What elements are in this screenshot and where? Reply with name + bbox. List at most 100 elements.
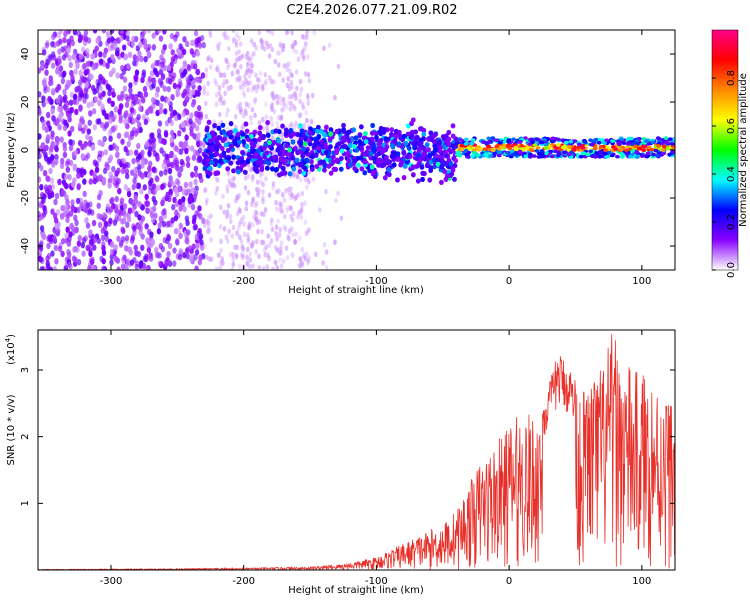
spectrogram-cell <box>116 235 121 243</box>
spectrogram-cell <box>218 204 223 210</box>
spectrogram-cell <box>539 154 544 159</box>
spectrogram-cell <box>306 137 312 143</box>
snr-y-tick-label: 1 <box>20 500 31 506</box>
spectrogram-cell <box>305 118 310 124</box>
spectrogram-cell <box>555 153 561 158</box>
spectrogram-cell <box>204 72 209 79</box>
spectrogram-cell <box>72 93 78 101</box>
spectrogram-cell <box>279 157 284 163</box>
spectrogram-cell <box>151 142 157 149</box>
spectrogram-cell <box>248 264 252 270</box>
spectrogram-cell <box>168 43 173 50</box>
spectrogram-cell <box>240 159 245 165</box>
spectrogram-cell <box>59 213 65 220</box>
spectrogram-cell <box>253 202 258 209</box>
spectrogram-cell <box>534 149 540 153</box>
spectrogram-cell <box>50 41 55 48</box>
spectrogram-cell <box>97 221 103 229</box>
spectrogram-cell <box>204 127 210 133</box>
spectrogram-cell <box>66 113 72 120</box>
spectrogram-cell <box>217 252 222 258</box>
spectrogram-cell <box>306 71 311 78</box>
spectrogram-cell <box>236 69 241 76</box>
spectrogram-cell <box>231 251 235 258</box>
spectrogram-cell <box>45 255 50 262</box>
spectrogram-cell <box>102 211 107 219</box>
spectrogram-cell <box>385 160 391 166</box>
spectrogram-cell <box>215 177 220 183</box>
spectrogram-cell <box>38 133 42 140</box>
spectrogram-cell <box>41 124 47 131</box>
spectrogram-cell <box>244 200 249 207</box>
spectrogram-cell <box>235 169 241 175</box>
spectrogram-cell <box>633 144 639 149</box>
spectrogram-cell <box>209 130 215 136</box>
spectrogram-cell <box>270 106 275 113</box>
spectrogram-cell <box>250 86 255 93</box>
spectrogram-cell <box>177 130 182 137</box>
spectrogram-cell <box>278 42 283 48</box>
spectrogram-cell <box>433 147 438 153</box>
spectrogram-cell <box>235 32 239 38</box>
spectrogram-cell <box>270 121 274 127</box>
spectrogram-cell <box>599 138 605 142</box>
spectrogram-cell <box>271 181 276 187</box>
spectrogram-cell <box>72 30 78 36</box>
spectrogram-cell <box>391 162 397 168</box>
spectrogram-cell <box>306 227 311 234</box>
spectrogram-cell <box>294 194 299 201</box>
spectrogram-cell <box>127 51 133 59</box>
spectrogram-cell <box>471 151 477 155</box>
spectrogram-cell <box>236 225 241 232</box>
spectrogram-cell <box>130 234 136 241</box>
spectrogram-cell <box>289 71 293 78</box>
spectrogram-cell <box>231 38 236 44</box>
spectrogram-cell <box>194 41 199 48</box>
colorbar-tick-label: 0.4 <box>726 166 737 182</box>
spectrogram-cell <box>459 138 465 143</box>
spectrogram-cell <box>67 54 72 62</box>
spectrogram-cell <box>363 130 368 137</box>
spectrogram-cell <box>243 81 248 88</box>
spectrogram-cell <box>60 77 66 85</box>
spectrogram-cell <box>627 155 633 159</box>
spectrogram-cell <box>215 66 219 73</box>
spectrogram-cell <box>206 224 211 231</box>
spectrogram-cell <box>290 93 294 100</box>
spectrogram-cell <box>289 205 293 211</box>
spectrogram-cell <box>170 133 176 141</box>
spectrogram-cell <box>199 238 204 246</box>
spectrogram-cell <box>296 192 300 198</box>
spectrogram-cell <box>667 137 673 141</box>
spectrogram-cell <box>88 241 93 248</box>
spectrogram-cell <box>145 207 150 215</box>
colorbar-tick-label: 0.8 <box>726 70 737 86</box>
spectrogram-cell <box>378 159 384 165</box>
spectrogram-cell <box>146 241 151 248</box>
spectrogram-cell <box>214 92 219 98</box>
spectrogram-cell <box>270 101 275 108</box>
spectrogram-cell <box>186 63 191 71</box>
spectrogram-cell <box>298 140 304 146</box>
spectrogram-cell <box>310 92 315 99</box>
spectrogram-cell <box>470 154 476 159</box>
spectrogram-cell <box>58 30 63 35</box>
spectrogram-cell <box>217 40 222 47</box>
spectrogram-cell <box>136 113 141 121</box>
spectrogram-cell <box>105 203 111 210</box>
spectrogram-cell <box>146 106 152 114</box>
spectrogram-cell <box>139 188 144 195</box>
spectrogram-cell <box>282 158 288 164</box>
spectrogram-cell <box>127 207 133 214</box>
spectrogram-cell <box>100 234 106 242</box>
spectrogram-cell <box>86 128 92 135</box>
spectrogram-cell <box>246 235 251 242</box>
spectrogram-cell <box>272 149 277 156</box>
spectrogram-cell <box>273 259 278 265</box>
spectrogram-cell <box>191 51 196 58</box>
spectrogram-cell <box>386 171 392 178</box>
spectrogram-cell <box>53 158 59 166</box>
spectrogram-cell <box>186 229 191 236</box>
spectrogram-cell <box>444 173 450 179</box>
spectrogram-cell <box>300 246 305 253</box>
